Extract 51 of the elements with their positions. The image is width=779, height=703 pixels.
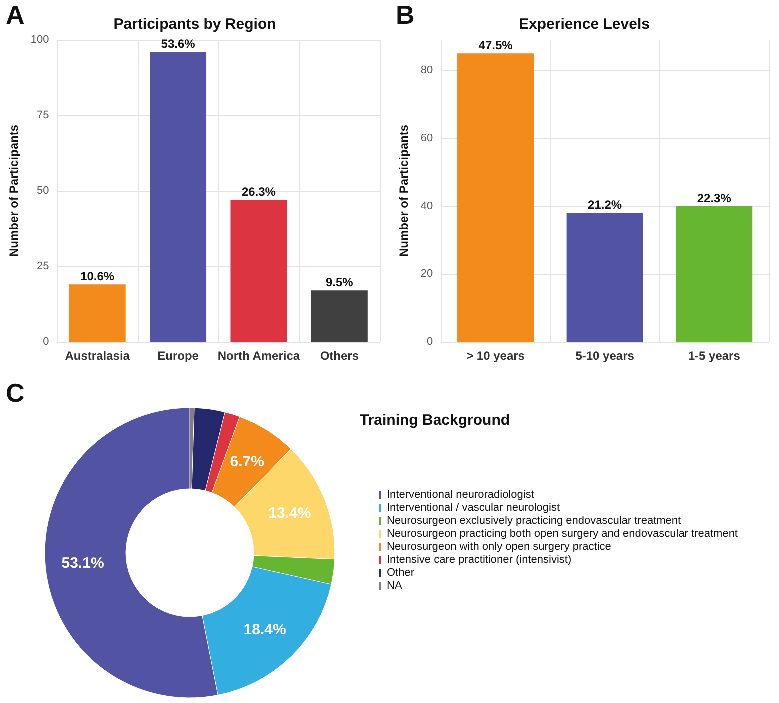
x-tick-label: North America xyxy=(218,349,300,363)
y-tick-label: 60 xyxy=(420,132,434,144)
annotation: 9.5% xyxy=(326,276,354,290)
text: A xyxy=(6,0,25,30)
bar xyxy=(676,206,753,342)
chart-title: Participants by Region xyxy=(114,16,276,33)
x-tick-label: Australasia xyxy=(65,349,130,363)
x-tick-label: > 10 years xyxy=(466,349,526,363)
y-tick-label: 75 xyxy=(37,110,50,122)
legend-label: NA xyxy=(387,580,403,592)
x-tick-label: 1-5 years xyxy=(688,349,741,363)
chart-title: Training Background xyxy=(360,412,510,429)
legend-label: Neurosurgeon with only open surgery practice xyxy=(387,541,612,553)
data-label: 18.4% xyxy=(244,621,286,638)
annotation: 10.6% xyxy=(80,270,115,284)
text: B xyxy=(396,0,415,30)
legend-label: Neurosurgeon exclusively practicing endovascular treatment xyxy=(387,515,682,527)
x-tick-label: Others xyxy=(320,349,360,363)
annotation: 22.3% xyxy=(697,191,732,206)
y-tick-label: 0 xyxy=(43,336,50,348)
y-axis-title: Number of Participants xyxy=(397,124,411,258)
bar xyxy=(458,54,534,342)
annotation: 47.5% xyxy=(478,38,514,53)
chart-title: Experience Levels xyxy=(519,16,650,33)
bar xyxy=(230,200,288,342)
legend-label: Interventional / vascular neurologist xyxy=(387,502,560,514)
y-tick-label: 20 xyxy=(420,268,434,280)
annotation: 53.6% xyxy=(161,37,196,52)
y-tick-label: 40 xyxy=(420,200,434,212)
legend-label: Neurosurgeon practicing both open surgery and endovascular treatment xyxy=(387,528,738,540)
data-label: 53.1% xyxy=(62,554,104,572)
data-label: 13.4% xyxy=(268,504,312,522)
bar xyxy=(150,52,207,342)
legend-label: Intensive care practitioner (intensivist) xyxy=(387,554,572,566)
bar xyxy=(69,284,126,342)
y-tick-label: 0 xyxy=(427,336,434,348)
bar xyxy=(311,290,368,342)
bar xyxy=(566,213,644,342)
x-tick-label: Europe xyxy=(158,349,200,363)
data-label: 6.7% xyxy=(230,454,264,471)
y-axis-title: Number of Participants xyxy=(7,124,21,258)
annotation: 21.2% xyxy=(588,198,622,212)
text: C xyxy=(6,378,25,408)
y-tick-label: 25 xyxy=(37,260,50,272)
legend-label: Other xyxy=(387,567,415,579)
y-tick-label: 80 xyxy=(420,64,434,77)
y-tick-label: 50 xyxy=(37,185,50,197)
y-tick-label: 100 xyxy=(30,34,50,46)
x-tick-label: 5-10 years xyxy=(576,349,635,363)
legend-label: Interventional neuroradiologist xyxy=(387,489,534,501)
annotation: 26.3% xyxy=(242,185,276,200)
